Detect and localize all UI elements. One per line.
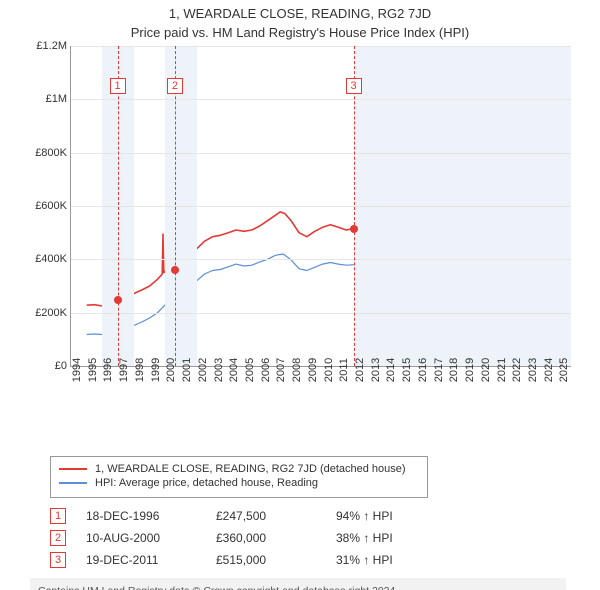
sale-row: 1 18-DEC-1996 £247,500 94% ↑ HPI: [50, 508, 600, 524]
x-axis-label: 2010: [323, 358, 335, 382]
sale-price: £515,000: [216, 553, 316, 567]
x-axis-label: 1994: [71, 358, 83, 382]
legend-item: HPI: Average price, detached house, Read…: [59, 477, 419, 489]
y-axis-label: £200K: [35, 307, 71, 319]
chart-title: 1, WEARDALE CLOSE, READING, RG2 7JD: [0, 6, 600, 21]
x-axis-label: 2023: [527, 358, 539, 382]
sale-date: 19-DEC-2011: [86, 553, 196, 567]
legend-item: 1, WEARDALE CLOSE, READING, RG2 7JD (det…: [59, 463, 419, 475]
sale-date: 10-AUG-2000: [86, 531, 196, 545]
x-axis-label: 1995: [87, 358, 99, 382]
attribution-box: Contains HM Land Registry data © Crown c…: [30, 578, 566, 590]
x-axis-label: 2008: [291, 358, 303, 382]
y-axis-label: £0: [55, 360, 71, 372]
marker-number: 1: [110, 78, 126, 94]
x-axis-label: 2007: [275, 358, 287, 382]
x-axis-label: 2020: [480, 358, 492, 382]
x-axis-label: 2024: [543, 358, 555, 382]
legend-box: 1, WEARDALE CLOSE, READING, RG2 7JD (det…: [50, 456, 428, 498]
chart-subtitle: Price paid vs. HM Land Registry's House …: [0, 25, 600, 40]
x-axis-label: 2019: [464, 358, 476, 382]
sales-table: 1 18-DEC-1996 £247,500 94% ↑ HPI 2 10-AUG-200…: [50, 508, 600, 568]
x-axis-label: 1999: [150, 358, 162, 382]
x-axis-label: 2012: [354, 358, 366, 382]
y-axis-label: £800K: [35, 147, 71, 159]
x-axis-label: 2022: [511, 358, 523, 382]
y-axis-label: £1.2M: [36, 40, 71, 52]
chart-area: £0£200K£400K£600K£800K£1M£1.2M1994199519…: [20, 46, 580, 406]
sale-number: 1: [50, 508, 66, 524]
sale-price: £360,000: [216, 531, 316, 545]
marker-number: 3: [346, 78, 362, 94]
attribution-line-1: Contains HM Land Registry data © Crown c…: [38, 584, 558, 590]
sale-pct: 94% ↑ HPI: [336, 509, 393, 523]
x-axis-label: 1996: [102, 358, 114, 382]
x-axis-label: 2014: [385, 358, 397, 382]
plot-region: £0£200K£400K£600K£800K£1M£1.2M1994199519…: [70, 46, 571, 367]
x-axis-label: 2016: [417, 358, 429, 382]
x-axis-label: 1998: [134, 358, 146, 382]
legend-label: 1, WEARDALE CLOSE, READING, RG2 7JD (det…: [95, 463, 406, 475]
sale-number: 2: [50, 530, 66, 546]
y-axis-label: £600K: [35, 200, 71, 212]
legend-label: HPI: Average price, detached house, Read…: [95, 477, 318, 489]
x-axis-label: 2018: [448, 358, 460, 382]
sale-pct: 38% ↑ HPI: [336, 531, 393, 545]
x-axis-label: 2017: [433, 358, 445, 382]
y-axis-label: £1M: [46, 93, 71, 105]
marker-number: 2: [167, 78, 183, 94]
x-axis-label: 2006: [260, 358, 272, 382]
y-axis-label: £400K: [35, 253, 71, 265]
x-axis-label: 2003: [213, 358, 225, 382]
sale-date: 18-DEC-1996: [86, 509, 196, 523]
x-axis-label: 2021: [496, 358, 508, 382]
sale-price: £247,500: [216, 509, 316, 523]
x-axis-label: 2025: [558, 358, 570, 382]
x-axis-label: 1997: [118, 358, 130, 382]
x-axis-label: 2013: [370, 358, 382, 382]
x-axis-label: 2009: [307, 358, 319, 382]
x-axis-label: 2004: [228, 358, 240, 382]
sale-number: 3: [50, 552, 66, 568]
sale-row: 3 19-DEC-2011 £515,000 31% ↑ HPI: [50, 552, 600, 568]
x-axis-label: 2001: [181, 358, 193, 382]
x-axis-label: 2011: [338, 358, 350, 382]
chart-container: 1, WEARDALE CLOSE, READING, RG2 7JD Pric…: [0, 6, 600, 590]
x-axis-label: 2015: [401, 358, 413, 382]
sale-pct: 31% ↑ HPI: [336, 553, 393, 567]
sale-row: 2 10-AUG-2000 £360,000 38% ↑ HPI: [50, 530, 600, 546]
x-axis-label: 2005: [244, 358, 256, 382]
x-axis-label: 2002: [197, 358, 209, 382]
